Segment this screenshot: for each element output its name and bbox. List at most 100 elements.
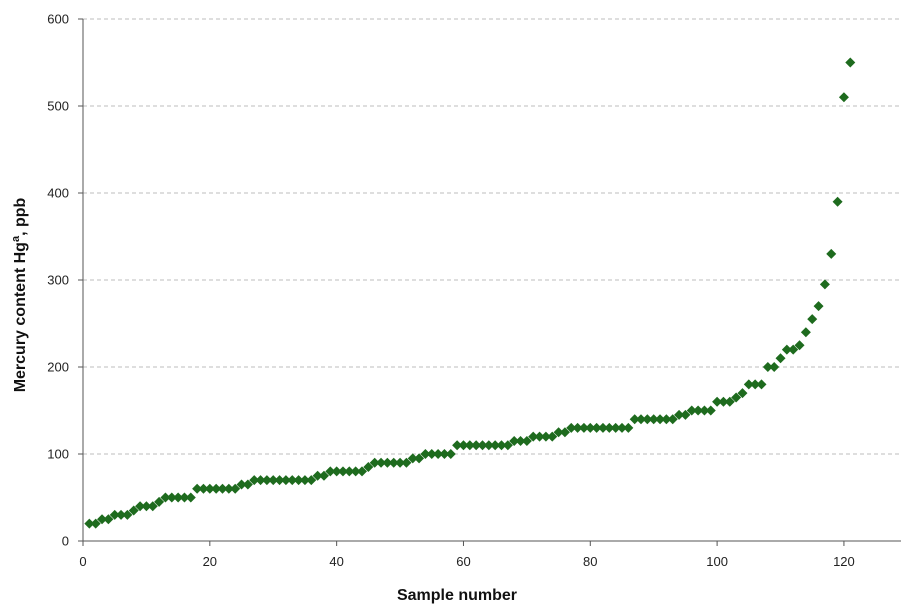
data-point bbox=[135, 501, 146, 512]
data-point bbox=[521, 435, 532, 446]
data-point bbox=[585, 422, 596, 433]
x-tick-label: 100 bbox=[706, 554, 728, 569]
data-point bbox=[737, 388, 748, 399]
data-point bbox=[642, 414, 653, 425]
data-point bbox=[547, 431, 558, 442]
data-point bbox=[128, 505, 139, 516]
x-tick-label: 20 bbox=[203, 554, 217, 569]
x-tick-label: 120 bbox=[833, 554, 855, 569]
x-tick-label: 0 bbox=[79, 554, 86, 569]
data-point bbox=[490, 440, 501, 451]
data-point bbox=[452, 440, 463, 451]
data-point bbox=[832, 196, 843, 207]
x-axis-title: Sample number bbox=[397, 587, 517, 604]
data-point bbox=[496, 440, 507, 451]
data-point bbox=[572, 422, 583, 433]
data-point bbox=[299, 475, 310, 486]
data-point bbox=[610, 422, 621, 433]
data-point bbox=[166, 492, 177, 503]
data-point bbox=[116, 509, 127, 520]
data-point bbox=[655, 414, 666, 425]
y-tick-label: 0 bbox=[62, 534, 69, 549]
data-point bbox=[724, 396, 735, 407]
data-point bbox=[331, 466, 342, 477]
data-point bbox=[718, 396, 729, 407]
data-point bbox=[414, 453, 425, 464]
data-point bbox=[604, 422, 615, 433]
data-point bbox=[293, 475, 304, 486]
data-point bbox=[185, 492, 196, 503]
data-point bbox=[198, 483, 209, 494]
data-point bbox=[306, 475, 317, 486]
data-point bbox=[433, 449, 444, 459]
data-point bbox=[680, 409, 691, 420]
data-point bbox=[350, 466, 361, 477]
data-point bbox=[699, 405, 710, 416]
data-point bbox=[845, 57, 856, 68]
y-tick-label: 600 bbox=[47, 12, 69, 27]
data-point bbox=[382, 457, 393, 468]
y-tick-label: 100 bbox=[47, 447, 69, 462]
data-point bbox=[204, 483, 215, 494]
data-point bbox=[616, 422, 627, 433]
data-point bbox=[623, 422, 634, 433]
data-point bbox=[775, 353, 786, 364]
data-point bbox=[553, 427, 564, 438]
data-point bbox=[838, 92, 849, 103]
data-point bbox=[192, 483, 203, 494]
y-tick-label: 200 bbox=[47, 360, 69, 375]
data-point bbox=[376, 457, 387, 468]
data-point bbox=[762, 362, 773, 372]
data-point bbox=[230, 483, 241, 494]
data-point bbox=[363, 462, 374, 473]
data-point bbox=[445, 449, 456, 459]
data-point bbox=[477, 440, 488, 451]
data-point bbox=[179, 492, 190, 503]
data-point bbox=[255, 475, 266, 486]
data-points bbox=[84, 57, 856, 529]
data-point bbox=[693, 405, 704, 416]
data-point bbox=[395, 457, 406, 468]
data-point bbox=[661, 414, 672, 425]
data-point bbox=[629, 414, 640, 425]
data-point bbox=[369, 457, 380, 468]
data-point bbox=[674, 409, 685, 420]
data-point bbox=[591, 422, 602, 433]
data-point bbox=[559, 427, 570, 438]
x-tick-label: 60 bbox=[456, 554, 470, 569]
data-point bbox=[154, 496, 165, 507]
data-point bbox=[280, 475, 291, 486]
data-point bbox=[249, 475, 260, 486]
data-point bbox=[274, 475, 285, 486]
data-point bbox=[781, 344, 792, 355]
x-tick-labels: 0 20 40 60 80 100 120 bbox=[79, 541, 855, 569]
data-point bbox=[211, 483, 222, 494]
data-point bbox=[407, 453, 418, 464]
data-point bbox=[147, 501, 158, 512]
y-axis-title-superscript: a bbox=[10, 235, 22, 242]
data-point bbox=[223, 483, 234, 494]
data-point bbox=[90, 518, 101, 529]
data-point bbox=[636, 414, 647, 425]
y-tick-labels: 0 100 200 300 400 500 600 bbox=[47, 12, 83, 549]
data-point bbox=[160, 492, 171, 503]
data-point bbox=[337, 466, 348, 477]
data-point bbox=[97, 514, 108, 525]
data-point bbox=[388, 457, 399, 468]
data-point bbox=[287, 475, 298, 486]
data-point bbox=[667, 414, 678, 425]
data-point bbox=[357, 466, 368, 477]
data-point bbox=[261, 475, 272, 486]
data-point bbox=[794, 340, 805, 351]
data-point bbox=[103, 514, 114, 525]
data-point bbox=[597, 422, 608, 433]
y-tick-label: 500 bbox=[47, 99, 69, 114]
data-point bbox=[318, 470, 329, 481]
data-point bbox=[236, 479, 247, 490]
data-point bbox=[312, 470, 323, 481]
data-point bbox=[686, 405, 697, 416]
y-tick-label: 400 bbox=[47, 186, 69, 201]
data-point bbox=[826, 248, 837, 259]
y-axis-title: Mercury content Hga, ppb bbox=[10, 197, 29, 392]
